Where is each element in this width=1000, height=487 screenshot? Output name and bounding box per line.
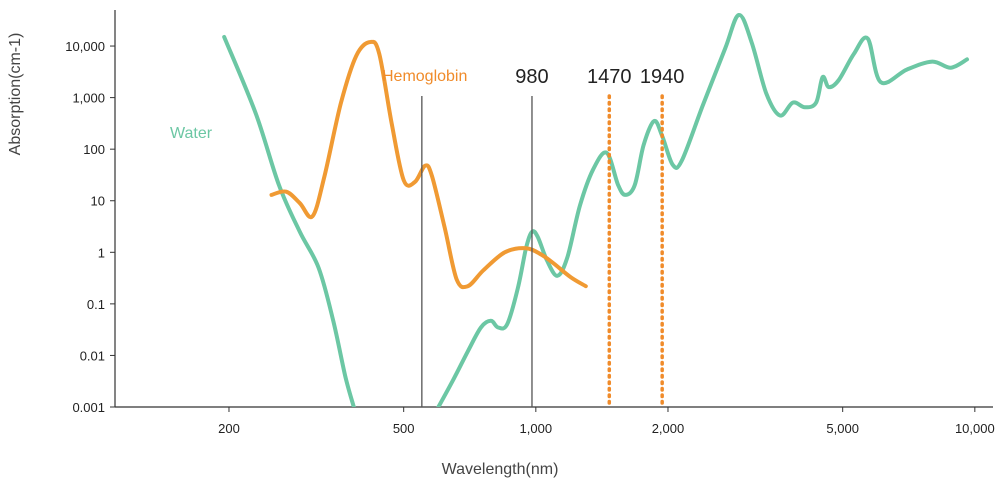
y-tick-label: 0.1 bbox=[87, 297, 105, 312]
y-axis-title: Absorption(cm-1) bbox=[7, 33, 24, 156]
labels: Water Hemoglobin Wavelength(nm) Absorpti… bbox=[7, 33, 558, 478]
x-tick-label: 10,000 bbox=[955, 421, 995, 436]
x-tick-label: 1,000 bbox=[520, 421, 553, 436]
series-layer bbox=[222, 13, 969, 407]
axes: 0.001 0.01 0.1 1 10 100 1,000 10,000 200 500 1,000… bbox=[65, 10, 995, 436]
y-tick-label: 0.001 bbox=[72, 400, 105, 415]
y-tick-label: 1 bbox=[98, 245, 105, 260]
hemoglobin-series-label: Hemoglobin bbox=[382, 68, 467, 85]
water-series-label: Water bbox=[170, 125, 213, 142]
water-series-line bbox=[436, 13, 969, 407]
x-tick-label: 5,000 bbox=[826, 421, 859, 436]
x-tick-label: 2,000 bbox=[652, 421, 685, 436]
x-tick-label: 200 bbox=[218, 421, 240, 436]
vertical-marker-label: 1940 bbox=[640, 66, 685, 88]
y-tick-label: 10,000 bbox=[65, 39, 105, 54]
vertical-marker-label: 980 bbox=[515, 66, 548, 88]
x-tick-label: 500 bbox=[393, 421, 415, 436]
y-tick-label: 1,000 bbox=[72, 91, 105, 106]
y-tick-label: 10 bbox=[91, 194, 105, 209]
y-tick-label: 0.01 bbox=[80, 348, 105, 363]
hemoglobin-series-line bbox=[269, 39, 588, 290]
vertical-markers: 980 1470 1940 bbox=[421, 66, 685, 409]
x-axis-title: Wavelength(nm) bbox=[442, 461, 559, 478]
water-series-line bbox=[222, 35, 356, 407]
vertical-marker-label: 1470 bbox=[587, 66, 632, 88]
y-tick-label: 100 bbox=[83, 142, 105, 157]
